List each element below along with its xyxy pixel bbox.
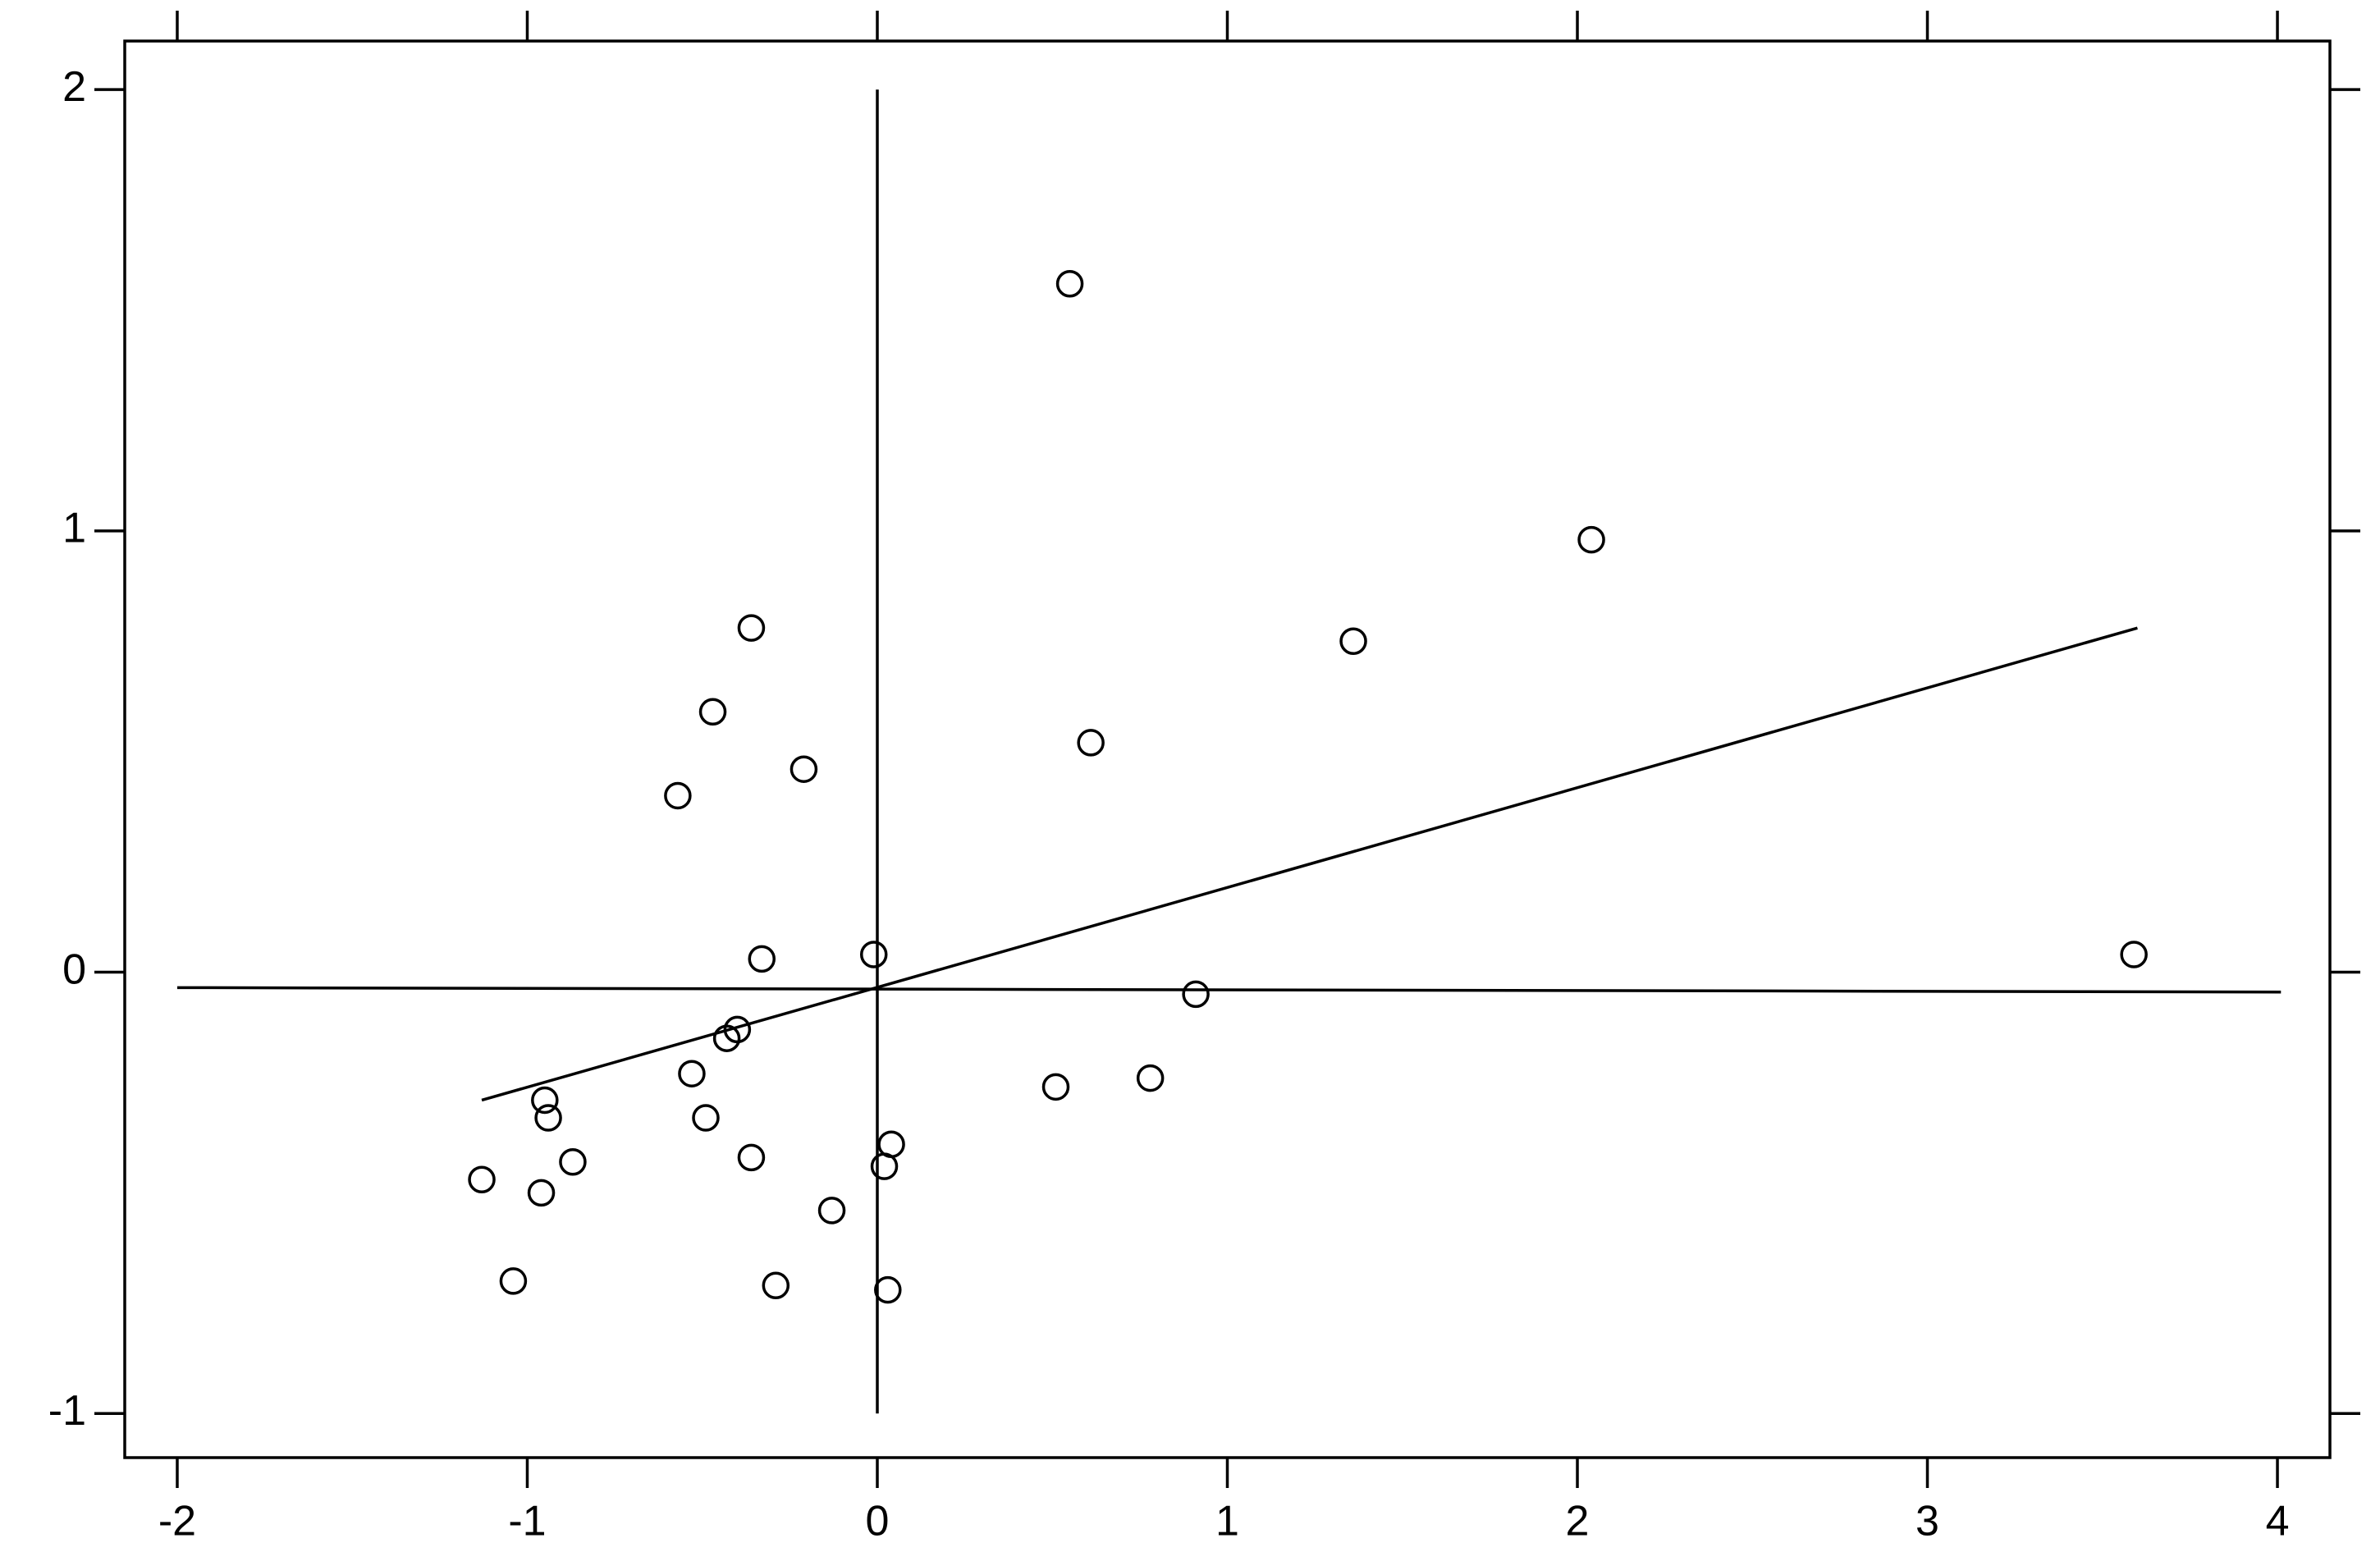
point bbox=[1577, 525, 1605, 554]
point bbox=[534, 1104, 562, 1132]
point bbox=[790, 755, 818, 783]
point bbox=[2120, 941, 2148, 968]
x-tick-label: 4 bbox=[2266, 1498, 2290, 1545]
reference-line bbox=[176, 986, 2282, 994]
y-tick-label: 2 bbox=[62, 63, 86, 111]
point bbox=[1041, 1073, 1070, 1101]
point bbox=[870, 1152, 899, 1180]
y-tick-label: 0 bbox=[62, 945, 86, 993]
point bbox=[678, 1060, 706, 1087]
x-tick-label: 3 bbox=[1915, 1498, 1939, 1545]
point bbox=[531, 1086, 559, 1115]
point bbox=[468, 1165, 496, 1194]
point bbox=[1182, 980, 1210, 1009]
point bbox=[1136, 1064, 1165, 1092]
point bbox=[1077, 729, 1105, 757]
point bbox=[874, 1275, 902, 1304]
point bbox=[698, 698, 727, 726]
point bbox=[859, 941, 888, 968]
point bbox=[737, 614, 766, 642]
point bbox=[1339, 627, 1367, 656]
point bbox=[748, 945, 776, 973]
point bbox=[1055, 269, 1084, 298]
point bbox=[559, 1147, 587, 1176]
plot-frame bbox=[123, 39, 2332, 1459]
point bbox=[692, 1104, 720, 1132]
x-tick-label: 0 bbox=[866, 1498, 890, 1545]
y-tick-label: -1 bbox=[48, 1387, 86, 1435]
point bbox=[762, 1271, 790, 1300]
point bbox=[737, 1143, 766, 1172]
reference-line bbox=[481, 626, 2138, 1102]
x-tick-label: 1 bbox=[1215, 1498, 1239, 1545]
x-tick-label: -1 bbox=[508, 1498, 546, 1545]
point bbox=[712, 1024, 741, 1052]
point bbox=[527, 1179, 556, 1207]
x-tick-label: -2 bbox=[158, 1498, 196, 1545]
y-tick-label: 1 bbox=[62, 505, 86, 552]
point bbox=[499, 1267, 528, 1295]
point bbox=[664, 781, 692, 810]
point bbox=[817, 1197, 846, 1225]
x-tick-label: 2 bbox=[1566, 1498, 1590, 1545]
